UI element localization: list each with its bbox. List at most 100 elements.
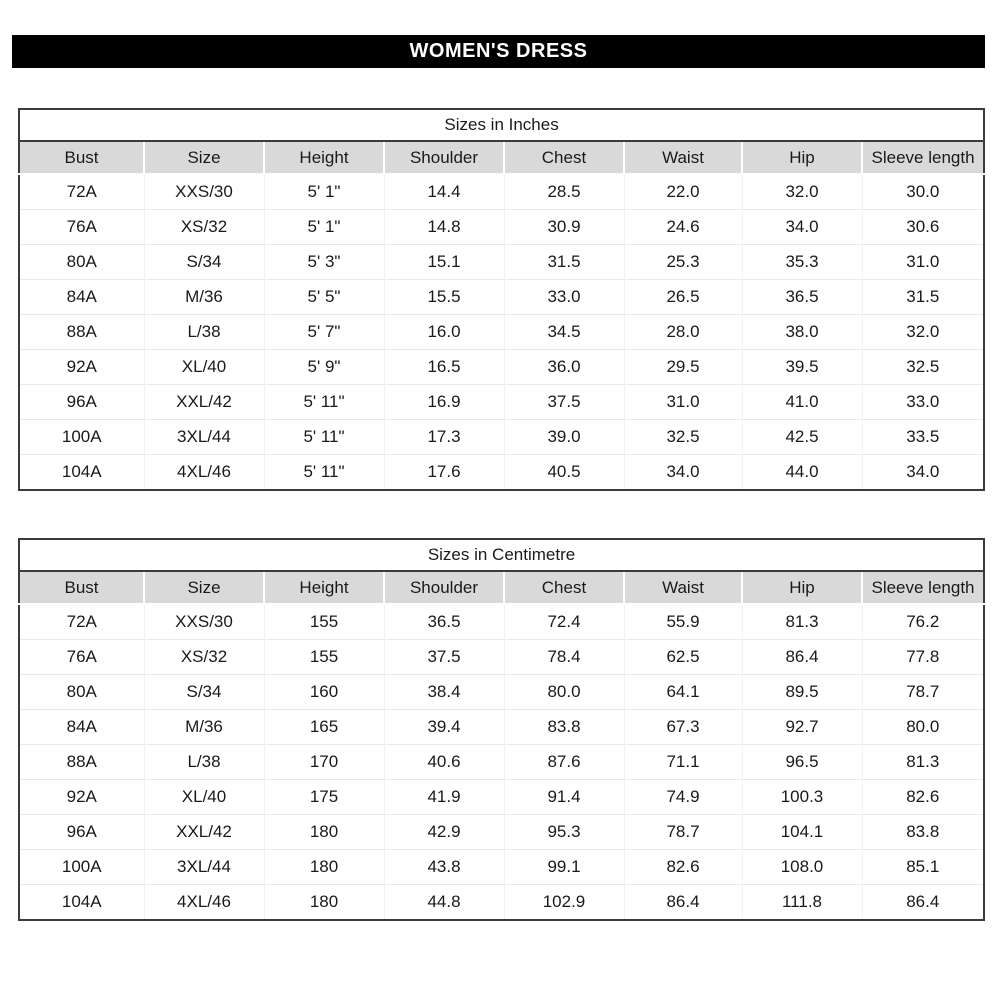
- table-cell: 3XL/44: [143, 849, 264, 885]
- table-cell: 44.0: [741, 454, 862, 490]
- table-cell: 91.4: [503, 779, 624, 815]
- table-cell: 170: [263, 744, 384, 780]
- table-cell: 104A: [19, 884, 144, 920]
- table-row: 104A 4XL/46 180 44.8 102.9 86.4 111.8 86.4: [19, 884, 985, 920]
- table-cell: 43.8: [383, 849, 504, 885]
- table-row: 76A XS/32 155 37.5 78.4 62.5 86.4 77.8: [19, 639, 985, 675]
- table-cell: 155: [263, 639, 384, 675]
- table-row: 96A XXL/42 180 42.9 95.3 78.7 104.1 83.8: [19, 814, 985, 850]
- table-cell: 95.3: [503, 814, 624, 850]
- table-cell: 5' 1": [263, 209, 384, 245]
- inches-table-section: Sizes in Inches Bust Size Height Shoulder Ch…: [18, 108, 986, 491]
- column-header: Bust: [19, 141, 144, 175]
- table-cell: 100.3: [741, 779, 862, 815]
- table-cell: 100A: [19, 419, 144, 455]
- table-row: 104A 4XL/46 5' 11" 17.6 40.5 34.0 44.0 34.0: [19, 454, 985, 490]
- table-cell: 4XL/46: [143, 884, 264, 920]
- table-cell: 92A: [19, 779, 144, 815]
- table-cell: S/34: [143, 244, 264, 280]
- table-cell: 92A: [19, 349, 144, 385]
- table-cell: 74.9: [623, 779, 742, 815]
- table-cell: XXL/42: [143, 384, 264, 420]
- table-cell: 5' 11": [263, 384, 384, 420]
- table-cell: 77.8: [861, 639, 985, 675]
- table-cell: XXL/42: [143, 814, 264, 850]
- table-cell: 108.0: [741, 849, 862, 885]
- inches-table: Sizes in Inches Bust Size Height Shoulder Ch…: [18, 108, 986, 491]
- table-cell: 72A: [19, 603, 144, 640]
- column-header: Hip: [741, 141, 862, 175]
- table-cell: 155: [263, 603, 384, 640]
- table-cell: 15.5: [383, 279, 504, 315]
- table-cell: 76A: [19, 639, 144, 675]
- table-cell: 36.5: [383, 603, 504, 640]
- table-cell: 32.5: [861, 349, 985, 385]
- table-cell: 31.5: [503, 244, 624, 280]
- table-cell: XS/32: [143, 639, 264, 675]
- table-cell: 80.0: [503, 674, 624, 710]
- table-cell: 80A: [19, 244, 144, 280]
- table-row: 100A 3XL/44 180 43.8 99.1 82.6 108.0 85.1: [19, 849, 985, 885]
- table-cell: 39.5: [741, 349, 862, 385]
- table-cell: 165: [263, 709, 384, 745]
- column-header: Waist: [623, 571, 742, 605]
- table-cell: 17.6: [383, 454, 504, 490]
- table-cell: 17.3: [383, 419, 504, 455]
- table-cell: 102.9: [503, 884, 624, 920]
- table-title: Sizes in Inches: [19, 109, 985, 142]
- table-cell: 31.0: [861, 244, 985, 280]
- table-cell: 64.1: [623, 674, 742, 710]
- table-title-row: Sizes in Centimetre: [19, 539, 985, 572]
- table-cell: 35.3: [741, 244, 862, 280]
- table-cell: 38.0: [741, 314, 862, 350]
- table-cell: 89.5: [741, 674, 862, 710]
- table-cell: 36.0: [503, 349, 624, 385]
- table-cell: 14.8: [383, 209, 504, 245]
- table-title-row: Sizes in Inches: [19, 109, 985, 142]
- column-header: Chest: [503, 571, 624, 605]
- table-cell: 5' 5": [263, 279, 384, 315]
- table-title: Sizes in Centimetre: [19, 539, 985, 572]
- table-cell: 22.0: [623, 173, 742, 210]
- table-cell: 180: [263, 884, 384, 920]
- table-cell: 30.6: [861, 209, 985, 245]
- table-cell: 5' 1": [263, 173, 384, 210]
- column-header: Hip: [741, 571, 862, 605]
- table-cell: 111.8: [741, 884, 862, 920]
- table-cell: 72A: [19, 173, 144, 210]
- column-header: Shoulder: [383, 141, 504, 175]
- table-cell: XL/40: [143, 349, 264, 385]
- table-cell: 33.0: [861, 384, 985, 420]
- table-cell: 28.0: [623, 314, 742, 350]
- table-cell: 26.5: [623, 279, 742, 315]
- table-row: 92A XL/40 175 41.9 91.4 74.9 100.3 82.6: [19, 779, 985, 815]
- column-header: Bust: [19, 571, 144, 605]
- table-cell: M/36: [143, 279, 264, 315]
- table-row: 100A 3XL/44 5' 11" 17.3 39.0 32.5 42.5 33.5: [19, 419, 985, 455]
- table-cell: 39.0: [503, 419, 624, 455]
- table-cell: 25.3: [623, 244, 742, 280]
- table-cell: 34.5: [503, 314, 624, 350]
- table-cell: 30.9: [503, 209, 624, 245]
- table-cell: 83.8: [861, 814, 985, 850]
- table-cell: 78.7: [861, 674, 985, 710]
- table-cell: 40.6: [383, 744, 504, 780]
- table-cell: 82.6: [861, 779, 985, 815]
- table-cell: 41.0: [741, 384, 862, 420]
- table-cell: 104.1: [741, 814, 862, 850]
- table-cell: 84A: [19, 709, 144, 745]
- table-cell: 24.6: [623, 209, 742, 245]
- table-cell: 88A: [19, 744, 144, 780]
- table-cell: 100A: [19, 849, 144, 885]
- table-cell: 38.4: [383, 674, 504, 710]
- table-cell: 16.0: [383, 314, 504, 350]
- table-cell: 40.5: [503, 454, 624, 490]
- table-cell: 31.5: [861, 279, 985, 315]
- centimetre-table-section: Sizes in Centimetre Bust Size Height Should…: [18, 538, 986, 921]
- table-cell: 80.0: [861, 709, 985, 745]
- table-cell: 14.4: [383, 173, 504, 210]
- table-cell: 86.4: [861, 884, 985, 920]
- table-cell: 5' 3": [263, 244, 384, 280]
- table-cell: 96A: [19, 814, 144, 850]
- table-cell: XXS/30: [143, 173, 264, 210]
